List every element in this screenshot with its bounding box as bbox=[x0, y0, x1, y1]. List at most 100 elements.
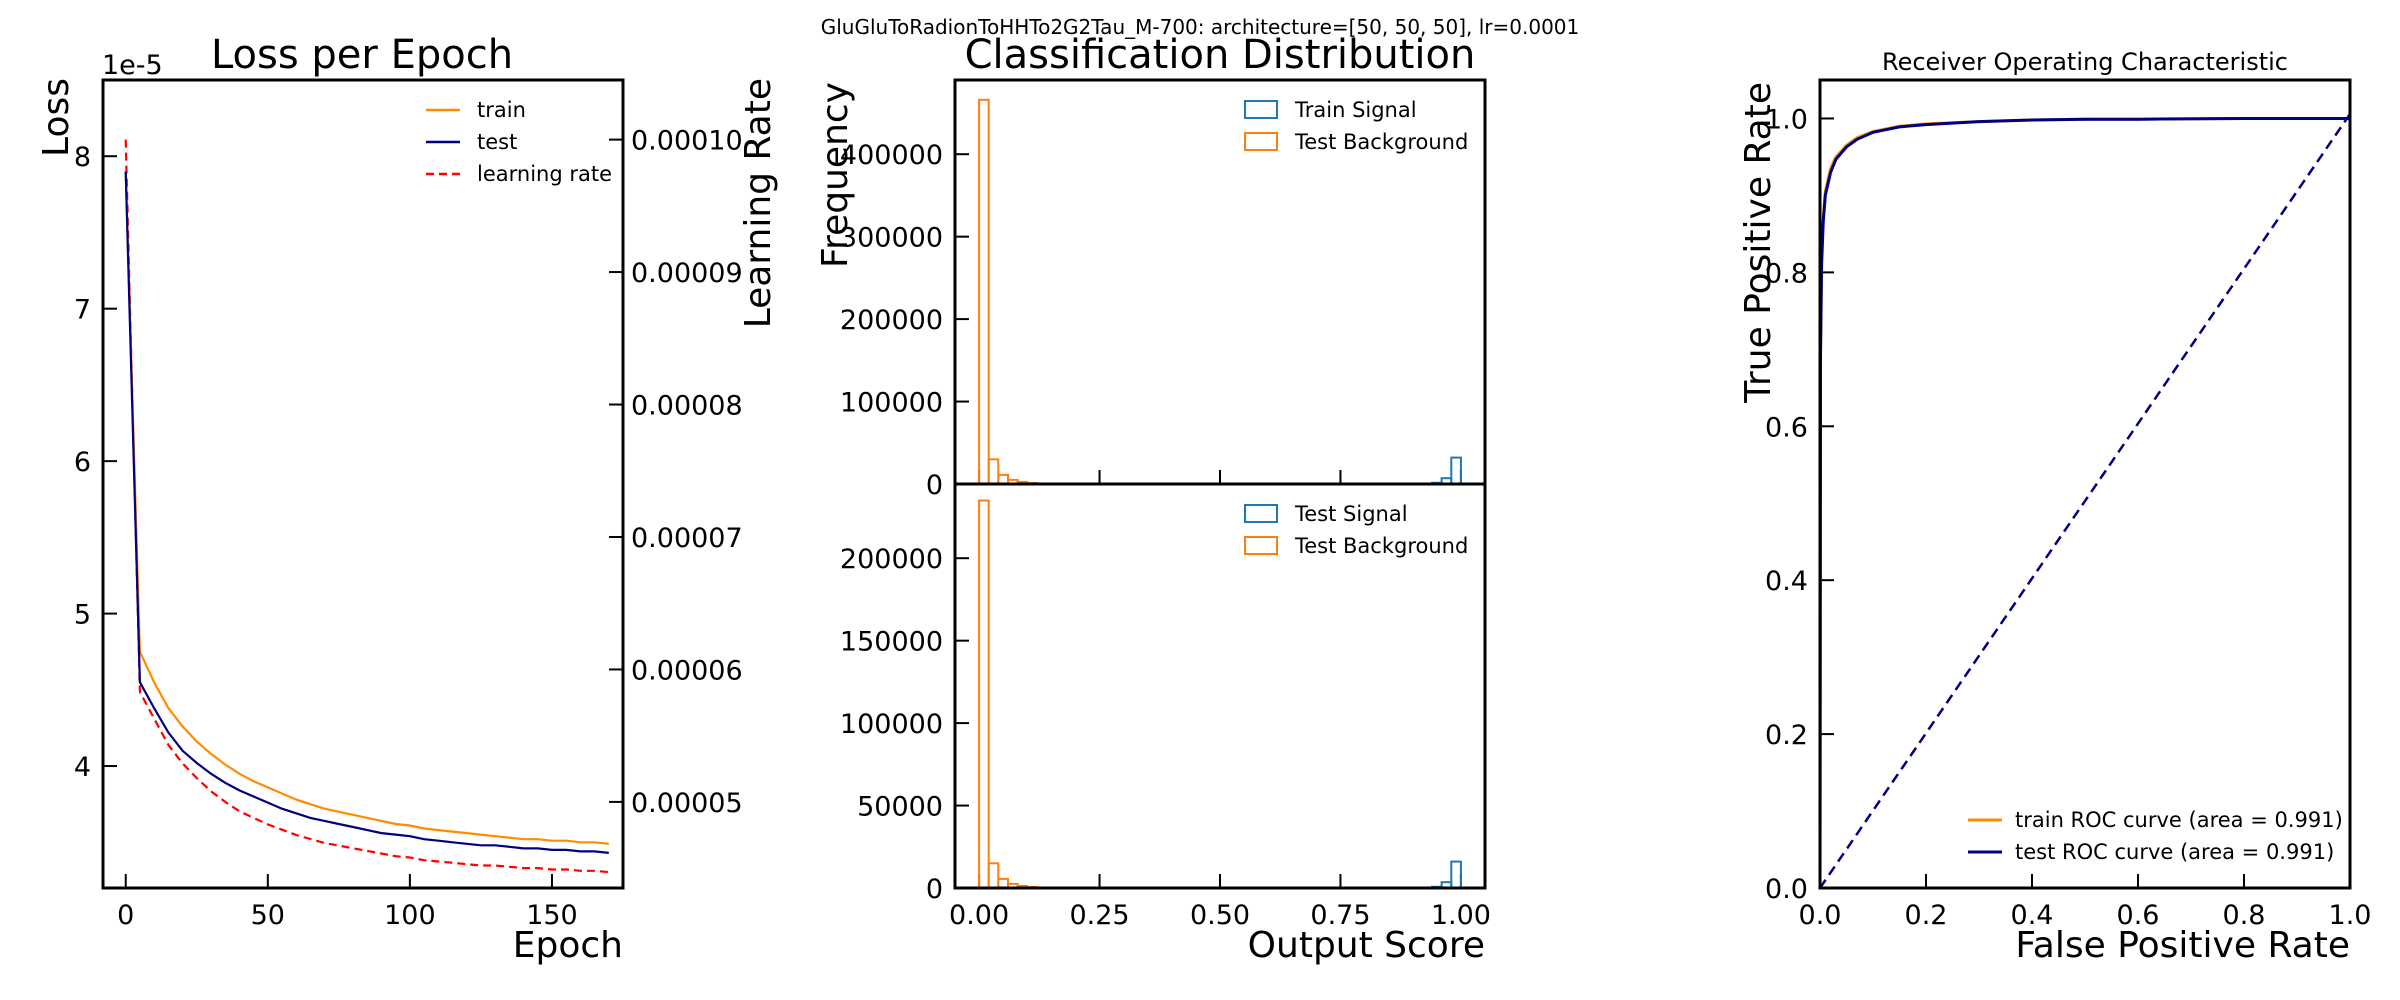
loss-series-learning-rate bbox=[124, 139, 609, 874]
distribution-xticks: 0.00 0.25 0.50 0.75 1.00 bbox=[949, 470, 1491, 931]
distribution-ytick-label: 50000 bbox=[857, 792, 943, 823]
loss-ylabel: Loss bbox=[36, 78, 77, 157]
loss-series bbox=[124, 139, 609, 874]
distribution-ytick-label: 150000 bbox=[840, 627, 943, 658]
loss-ytick-label: 8 bbox=[74, 142, 91, 173]
roc-yticks: 0.0 0.2 0.4 0.6 0.8 1.0 bbox=[1765, 104, 1834, 905]
loss-xlabel: Epoch bbox=[513, 925, 623, 966]
roc-chance-diagonal bbox=[1818, 113, 2352, 889]
roc-ytick-label: 0.0 bbox=[1765, 874, 1808, 905]
loss-ylabel-right: Learning Rate bbox=[738, 78, 779, 328]
legend-label-test-signal: Test Signal bbox=[1294, 502, 1408, 526]
distribution-xtick-label: 0.75 bbox=[1310, 900, 1370, 931]
histogram-bin-background bbox=[987, 862, 1000, 889]
loss-ytick-right-label: 0.00009 bbox=[631, 258, 743, 289]
distribution-ytick-label: 0 bbox=[926, 874, 943, 905]
distribution-xlabel: Output Score bbox=[1248, 925, 1485, 966]
distribution-bottom-frame bbox=[953, 482, 1487, 890]
legend-swatch-train-signal bbox=[1244, 100, 1278, 119]
loss-ytick-right-label: 0.00008 bbox=[631, 391, 743, 422]
roc-xtick-label: 0.6 bbox=[2117, 900, 2160, 931]
loss-chart: Loss per Epoch 1e-5 Epoch Loss Learning … bbox=[36, 32, 779, 966]
roc-ytick-label: 1.0 bbox=[1765, 104, 1808, 135]
roc-plot-frame bbox=[1818, 78, 2352, 890]
roc-ylabel: True Positive Rate bbox=[1738, 82, 1779, 404]
roc-xticks: 0.0 0.2 0.4 0.6 0.8 1.0 bbox=[1799, 874, 2372, 931]
loss-legend: train test learning rate bbox=[426, 98, 612, 186]
distribution-ytick-label: 400000 bbox=[840, 140, 943, 171]
loss-xtick-label: 50 bbox=[251, 900, 285, 931]
legend-label-lr: learning rate bbox=[477, 162, 612, 186]
distribution-bottom-bars bbox=[978, 499, 1462, 890]
distribution-xtick-label: 0.50 bbox=[1190, 900, 1250, 931]
roc-xtick-label: 0.0 bbox=[1799, 900, 1842, 931]
loss-plot-frame bbox=[101, 78, 625, 890]
distribution-ytick-label: 100000 bbox=[840, 388, 943, 419]
legend-label-train-roc: train ROC curve (area = 0.991) bbox=[2015, 808, 2343, 832]
distribution-ytick-label: 100000 bbox=[840, 709, 943, 740]
loss-series-test bbox=[124, 171, 609, 854]
loss-series-train bbox=[124, 171, 609, 845]
distribution-ytick-label: 300000 bbox=[840, 223, 943, 254]
legend-swatch-test-background-bottom bbox=[1244, 536, 1278, 555]
histogram-bin-signal bbox=[1450, 860, 1462, 889]
roc-ytick-label: 0.8 bbox=[1765, 258, 1808, 289]
loss-yticks: 4 5 6 7 8 bbox=[74, 142, 117, 783]
loss-ytick-right-label: 0.00010 bbox=[631, 126, 743, 157]
roc-chart: Receiver Operating Characteristic False … bbox=[1738, 48, 2371, 966]
roc-ytick-label: 0.2 bbox=[1765, 720, 1808, 751]
roc-xtick-label: 0.2 bbox=[1905, 900, 1948, 931]
loss-ytick-label: 5 bbox=[74, 600, 91, 631]
roc-xtick-label: 0.4 bbox=[2011, 900, 2054, 931]
loss-chart-title: Loss per Epoch bbox=[211, 32, 513, 78]
distribution-top-bars bbox=[978, 98, 1462, 486]
loss-y-offset: 1e-5 bbox=[102, 50, 163, 81]
roc-xlabel: False Positive Rate bbox=[2015, 925, 2350, 966]
roc-chart-title: Receiver Operating Characteristic bbox=[1882, 48, 2288, 76]
loss-ytick-label: 7 bbox=[74, 295, 91, 326]
loss-ytick-label: 6 bbox=[74, 447, 91, 478]
loss-xtick-label: 100 bbox=[384, 900, 436, 931]
roc-ytick-label: 0.6 bbox=[1765, 412, 1808, 443]
loss-ytick-right-label: 0.00006 bbox=[631, 655, 743, 686]
loss-xtick-label: 150 bbox=[526, 900, 578, 931]
histogram-bin-background bbox=[978, 499, 990, 889]
distribution-top-legend: Train Signal Test Background bbox=[1244, 98, 1468, 154]
distribution-xtick-label: 1.00 bbox=[1431, 900, 1491, 931]
histogram-bin-signal bbox=[1450, 456, 1462, 486]
distribution-bottom-yticks: 0 50000 100000 150000 200000 bbox=[840, 544, 969, 905]
legend-label-train: train bbox=[477, 98, 526, 122]
roc-series-train bbox=[1818, 117, 2350, 889]
roc-xtick-label: 1.0 bbox=[2329, 900, 2372, 931]
legend-label-test-background-bottom: Test Background bbox=[1294, 534, 1468, 558]
histogram-bin-background bbox=[987, 458, 1000, 485]
legend-label-test: test bbox=[477, 130, 517, 154]
distribution-chart: Classification Distribution Output Score… bbox=[815, 32, 1491, 966]
legend-swatch-test-signal bbox=[1244, 504, 1278, 523]
distribution-chart-title: Classification Distribution bbox=[965, 32, 1476, 78]
distribution-ylabel: Frequency bbox=[815, 82, 856, 268]
roc-series-test bbox=[1818, 117, 2350, 889]
roc-legend: train ROC curve (area = 0.991) test ROC … bbox=[1968, 808, 2343, 864]
legend-swatch-test-background-top bbox=[1244, 132, 1278, 151]
figure-title: GluGluToRadionToHHTo2G2Tau_M-700: archit… bbox=[821, 15, 1580, 39]
loss-yticks-right: 0.00005 0.00006 0.00007 0.00008 0.00009 0.000… bbox=[609, 126, 743, 819]
distribution-ytick-label: 0 bbox=[926, 470, 943, 501]
roc-xtick-label: 0.8 bbox=[2223, 900, 2266, 931]
roc-ytick-label: 0.4 bbox=[1765, 566, 1808, 597]
legend-label-train-signal: Train Signal bbox=[1294, 98, 1417, 122]
distribution-xtick-label: 0.00 bbox=[949, 900, 1009, 931]
distribution-top-yticks: 0 100000 200000 300000 400000 bbox=[840, 140, 969, 501]
loss-ytick-label: 4 bbox=[74, 752, 91, 783]
distribution-bottom-legend: Test Signal Test Background bbox=[1244, 502, 1468, 558]
loss-xticks: 0 50 100 150 bbox=[117, 874, 578, 931]
distribution-xtick-label: 0.25 bbox=[1069, 900, 1129, 931]
loss-ytick-right-label: 0.00007 bbox=[631, 523, 743, 554]
histogram-bin-background bbox=[978, 98, 990, 486]
distribution-ytick-label: 200000 bbox=[840, 544, 943, 575]
loss-xtick-label: 0 bbox=[117, 900, 134, 931]
roc-series bbox=[1818, 117, 2350, 889]
distribution-ytick-label: 200000 bbox=[840, 305, 943, 336]
loss-ytick-right-label: 0.00005 bbox=[631, 788, 743, 819]
